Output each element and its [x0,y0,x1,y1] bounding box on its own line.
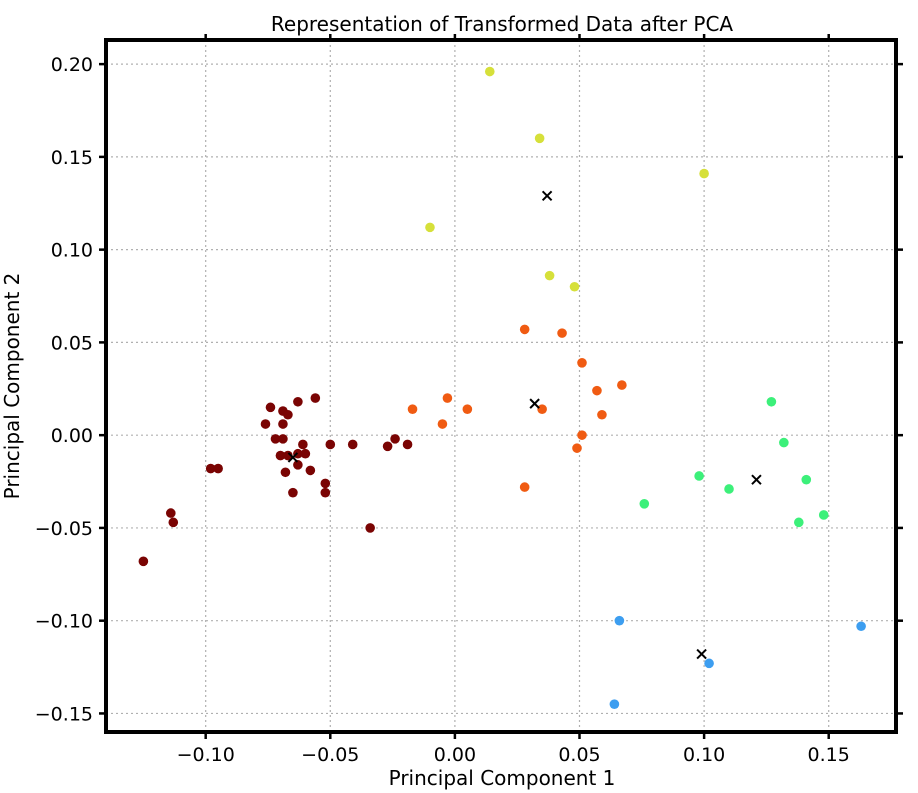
data-point [278,419,288,429]
data-point [305,465,316,476]
y-tick-label: −0.10 [35,611,93,633]
centroid-stroke [696,648,707,660]
data-point [577,358,587,368]
data-point [818,510,829,520]
centroid-marker [696,648,707,660]
data-point [205,463,216,474]
x-tick-label: 0.15 [808,744,850,766]
data-point [577,430,587,440]
data-point [270,434,281,444]
cluster-2-series [407,324,627,492]
data-point [766,396,777,407]
data-point [572,443,582,453]
data-point [614,615,625,626]
chart-title: Representation of Transformed Data after… [271,12,734,36]
data-point [425,222,435,233]
centroid-marker [751,474,762,485]
centroid-stroke [751,474,762,485]
centroid-marker [287,452,299,463]
data-point [407,404,418,414]
data-point [484,66,495,77]
data-point [437,419,448,429]
data-point [402,439,413,450]
data-point [639,499,650,509]
centroid-stroke [287,452,299,463]
data-point [519,482,530,492]
data-point [519,324,530,335]
data-point [138,556,149,567]
data-point [288,487,298,498]
data-point [699,168,709,179]
data-point [557,328,567,338]
data-point [544,270,555,281]
cluster-5-series [609,615,866,709]
data-point [310,393,321,403]
data-point [779,437,789,448]
grid-lines [106,40,896,732]
data-point [794,517,804,528]
data-point [347,439,358,450]
data-point [260,419,271,429]
plot-frame [104,38,898,734]
centroid-markers [287,190,762,660]
data-point [325,439,336,450]
y-tick-label: 0.00 [51,425,93,447]
data-point [293,460,303,470]
centroid-stroke [529,398,540,409]
data-point [280,467,291,478]
data-point [569,281,580,292]
y-axis-label: Principal Component 2 [0,273,24,500]
y-tick-label: 0.15 [51,147,93,169]
data-point [801,474,812,485]
y-tick-label: −0.15 [35,703,93,725]
x-tick-label: 0.10 [683,744,725,766]
data-point [365,523,375,533]
data-point [320,478,331,489]
data-point [168,517,179,528]
y-tick-label: −0.05 [35,518,93,540]
data-point [442,393,453,403]
data-point [390,434,400,444]
data-point [283,409,293,420]
cluster-1-series [138,393,413,567]
data-point [278,434,288,444]
data-point [213,463,223,474]
data-point [597,409,607,420]
data-point [537,404,547,414]
data-point [320,487,331,498]
centroid-stroke [541,190,553,202]
cluster-3-series [425,66,709,292]
data-point [275,450,286,461]
x-axis-label: Principal Component 1 [389,766,616,790]
data-points [138,66,866,709]
y-tick-label: 0.20 [51,54,93,76]
data-point [265,402,276,413]
axis-ticks: −0.10 −0.05 0.00 0.05 0.10 0.15 0.20 0.15 0.10 0.… [35,34,903,766]
data-point [856,621,866,632]
centroid-marker [529,398,540,409]
data-point [704,658,714,669]
data-point [165,508,176,518]
data-point [293,396,303,407]
cluster-4-series [639,396,829,528]
x-tick-label: 0.00 [434,744,476,766]
data-point [462,404,473,414]
data-point [534,133,545,144]
data-point [300,448,311,459]
y-tick-label: 0.05 [51,332,93,354]
y-tick-label: 0.10 [51,240,93,262]
data-point [694,471,704,481]
data-point [592,385,602,396]
data-point [283,450,293,461]
centroid-marker [541,190,553,202]
data-point [609,699,620,709]
x-tick-label: −0.05 [301,744,359,766]
x-tick-label: 0.05 [558,744,600,766]
x-tick-label: −0.10 [177,744,235,766]
data-point [724,484,734,494]
data-point [298,439,308,450]
data-point [382,441,393,452]
data-point [617,380,627,390]
